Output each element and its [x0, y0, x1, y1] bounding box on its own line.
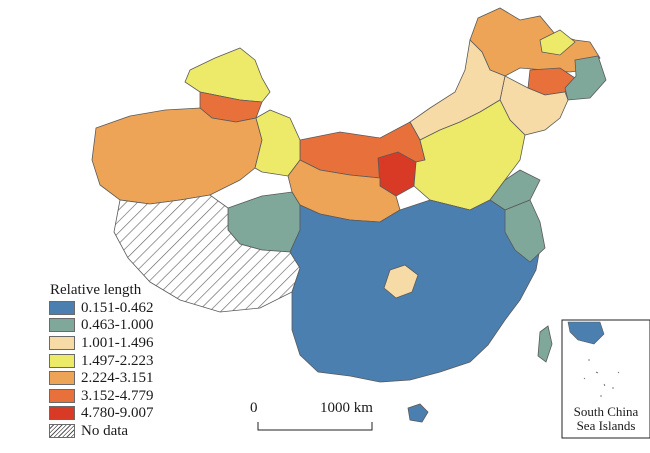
legend-label: No data	[81, 422, 129, 439]
inset-land	[567, 321, 605, 345]
legend-swatch	[49, 318, 75, 333]
legend-item: 0.463-1.000	[47, 317, 217, 335]
legend-item: 2.224-3.151	[47, 369, 217, 387]
legend-label: 0.151-0.462	[81, 299, 154, 316]
scale-bar: 0 1000 km	[250, 400, 390, 432]
region-northeast-east	[564, 55, 607, 101]
legend-item: 1.497-2.223	[47, 352, 217, 370]
legend-item: 0.151-0.462	[47, 299, 217, 317]
region-northeast-yellow	[539, 29, 576, 56]
legend-label: 0.463-1.000	[81, 317, 154, 334]
region-xinjiang-south	[91, 107, 263, 205]
legend-swatch	[49, 300, 75, 315]
region-taiwan	[537, 325, 553, 363]
legend-item: 3.152-4.779	[47, 387, 217, 405]
region-hainan	[407, 403, 429, 423]
legend-title: Relative length	[50, 282, 142, 298]
region-yangtze-delta	[504, 199, 546, 263]
scale-bar-line	[257, 422, 373, 431]
scale-bar-distance: 1000 km	[320, 400, 373, 416]
legend-item: No data	[47, 422, 217, 440]
legend-label: 3.152-4.779	[81, 387, 154, 404]
inset-caption-line1: South China	[573, 404, 639, 419]
legend-item: 1.001-1.496	[47, 334, 217, 352]
legend-item: 4.780-9.007	[47, 405, 217, 423]
legend-label: 4.780-9.007	[81, 405, 154, 422]
legend-swatch	[49, 335, 75, 350]
inset-caption-line2: Sea Islands	[576, 418, 636, 433]
region-chongqing-pale	[383, 264, 419, 299]
legend-swatch-no-data	[49, 423, 75, 438]
inset-islands	[583, 359, 620, 397]
inset-caption: South China Sea Islands	[563, 405, 649, 433]
region-xinjiang-east	[254, 109, 301, 177]
region-south-southwest	[289, 199, 541, 383]
legend-swatch	[49, 353, 75, 368]
scale-bar-zero: 0	[250, 400, 258, 416]
legend-label: 1.001-1.496	[81, 334, 154, 351]
legend-swatch	[49, 388, 75, 403]
legend-label: 1.497-2.223	[81, 352, 154, 369]
region-xinjiang-north	[184, 47, 271, 103]
legend-label: 2.224-3.151	[81, 370, 154, 387]
inset-frame	[561, 319, 650, 439]
legend-swatch	[49, 371, 75, 386]
legend-swatch	[49, 406, 75, 421]
legend: Relative length 0.151-0.462 0.463-1.000 …	[47, 282, 217, 440]
